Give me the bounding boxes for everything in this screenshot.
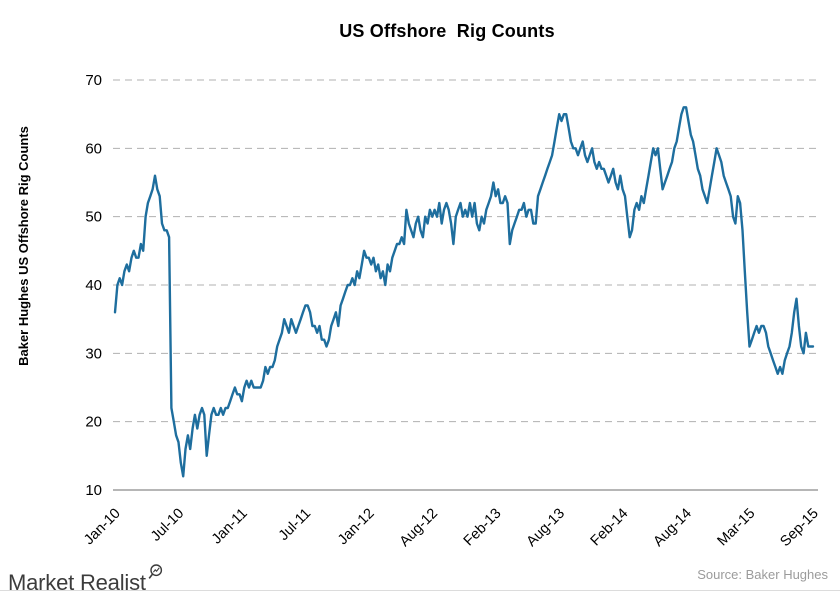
x-tick-label: Mar-15 (715, 506, 759, 550)
y-tick-label: 40 (85, 277, 102, 294)
footer-divider (0, 590, 840, 591)
source-text: Source: Baker Hughes (697, 567, 828, 582)
magnifier-chart-icon (148, 561, 163, 587)
page-title: US Offshore Rig Counts (339, 21, 555, 41)
y-tick-label: 20 (85, 414, 102, 431)
brand-logo-text: Market Realist (8, 570, 146, 595)
x-tick-label: Sep-15 (777, 506, 821, 550)
x-tick-label: Jan-10 (81, 506, 124, 549)
x-tick-label: Jul-11 (276, 506, 314, 544)
x-tick-label: Jul-10 (148, 506, 187, 545)
x-tick-label: Aug-14 (651, 506, 695, 550)
y-tick-label: 50 (85, 209, 102, 226)
y-tick-label: 70 (85, 72, 102, 89)
x-tick-label: Jan-12 (335, 506, 378, 549)
y-tick-label: 30 (85, 345, 102, 362)
x-tick-label: Aug-13 (524, 506, 568, 550)
y-tick-label: 60 (85, 140, 102, 157)
y-tick-label: 10 (85, 482, 102, 499)
x-tick-label: Feb-14 (588, 506, 632, 550)
x-tick-label: Jan-11 (209, 506, 251, 548)
rig-count-series-line (113, 106, 815, 478)
x-tick-label: Aug-12 (397, 506, 441, 550)
x-tick-label: Feb-13 (461, 506, 505, 550)
